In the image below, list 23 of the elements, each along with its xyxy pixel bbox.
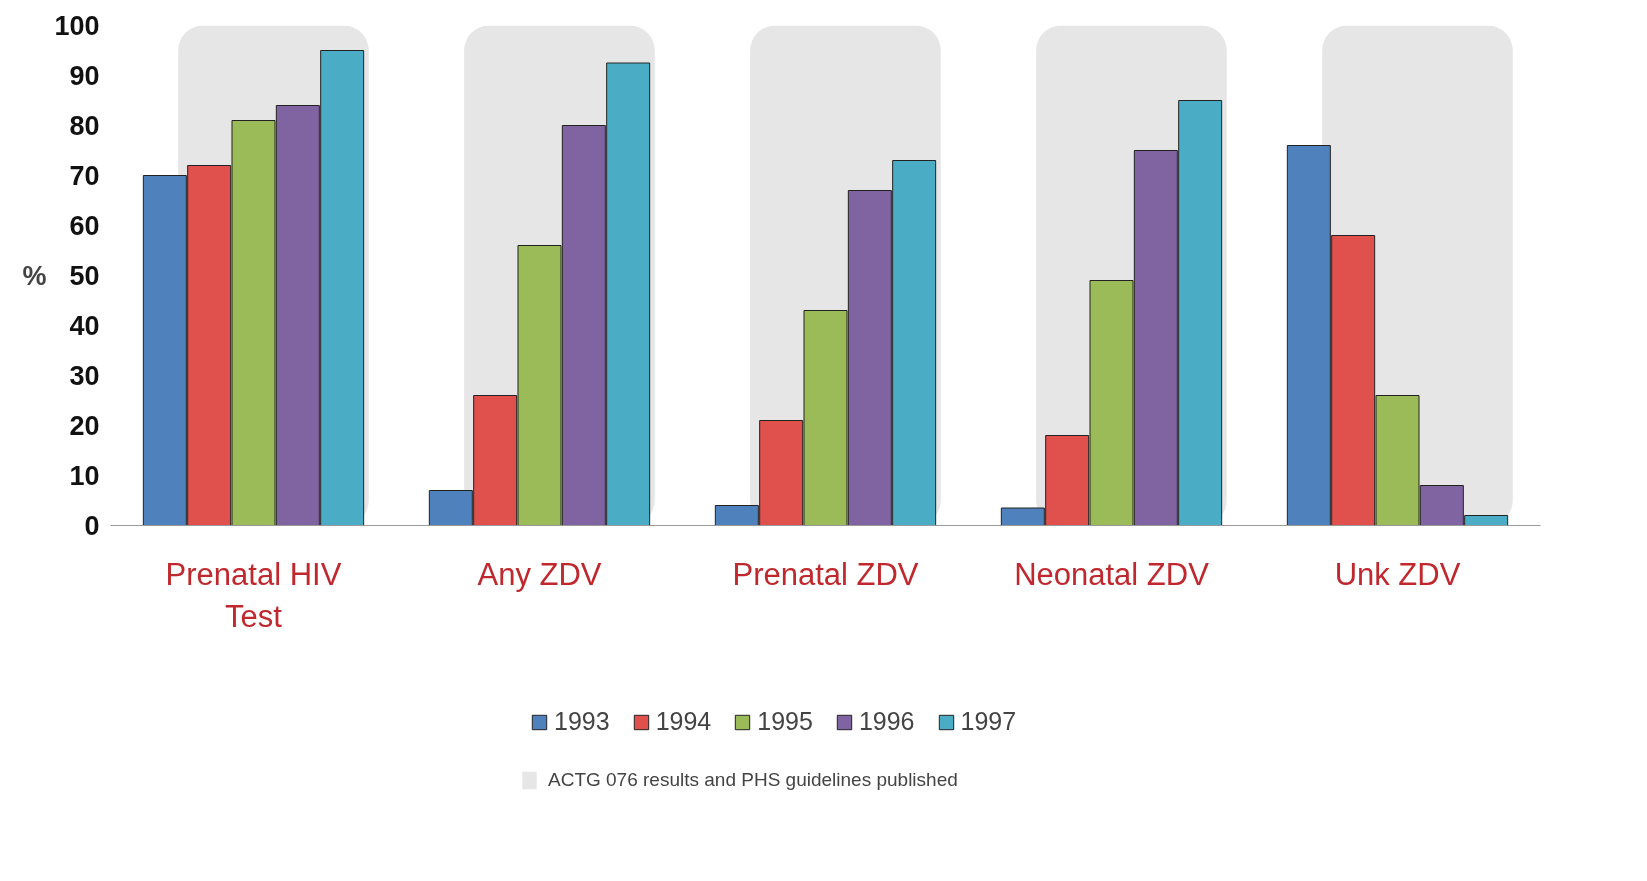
y-tick-label: 40	[69, 311, 100, 341]
y-tick-label: 50	[69, 261, 100, 291]
y-tick-label: 70	[69, 161, 100, 191]
y-tick-label: 90	[69, 61, 100, 91]
x-tick-label: Any ZDV	[477, 556, 602, 592]
x-tick-label: Prenatal HIV Test	[165, 556, 342, 634]
legend-label: 1995	[757, 707, 813, 736]
legend-label: 1996	[858, 707, 915, 736]
y-tick-label: 30	[69, 361, 100, 391]
legend-label: 1994	[655, 707, 712, 736]
x-tick-label: Prenatal ZDV	[732, 556, 919, 592]
x-tick-label: Neonatal ZDV	[1014, 556, 1210, 592]
y-tick-label: 0	[84, 511, 100, 541]
y-axis-title: %	[22, 260, 47, 291]
legend-label: ACTG 076 results and PHS guidelines published	[548, 769, 958, 791]
x-tick-label: Unk ZDV	[1334, 556, 1461, 592]
y-tick-label: 80	[69, 111, 100, 141]
legend-label: 1993	[554, 707, 610, 736]
y-tick-label: 20	[69, 411, 100, 441]
y-tick-label: 100	[54, 11, 100, 41]
y-tick-label: 60	[69, 211, 100, 241]
legend-label: 1997	[960, 707, 1017, 736]
y-tick-label: 10	[69, 461, 100, 491]
